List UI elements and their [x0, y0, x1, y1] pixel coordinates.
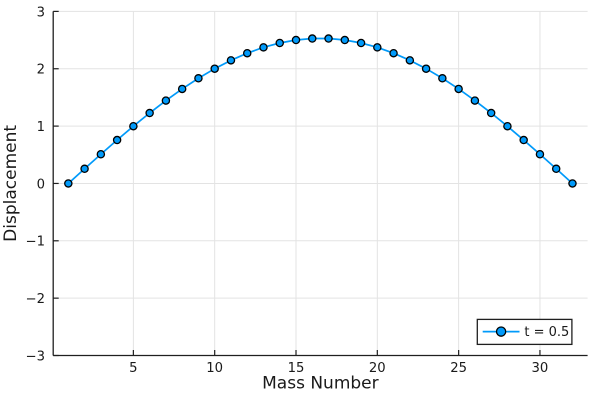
x-tick-label: 5 — [129, 361, 137, 376]
grid-layer — [53, 10, 588, 356]
data-point — [194, 74, 203, 83]
data-point — [210, 64, 219, 73]
data-point — [161, 96, 171, 105]
data-point — [405, 56, 415, 65]
axis-layer — [52, 10, 588, 357]
legend-series-label: t = 0.5 — [524, 325, 569, 340]
data-point — [568, 179, 577, 188]
x-tick-label: 25 — [450, 361, 467, 376]
y-tick-label: −2 — [26, 292, 45, 307]
data-point — [291, 35, 301, 45]
x-axis-title: Mass Number — [262, 374, 379, 394]
data-point — [324, 34, 333, 43]
y-axis-title: Displacement — [1, 125, 21, 242]
y-tick-label: 1 — [37, 120, 45, 135]
data-point — [308, 34, 317, 43]
x-tick-label: 15 — [288, 361, 305, 376]
data-point — [177, 84, 187, 94]
data-point — [242, 48, 252, 58]
data-point — [551, 164, 561, 174]
data-point — [96, 150, 106, 159]
data-point — [226, 56, 236, 65]
x-tick-label: 30 — [532, 361, 549, 376]
data-point — [470, 96, 480, 105]
y-tick-label: 3 — [37, 5, 45, 20]
data-point — [112, 135, 122, 145]
series-layer — [64, 34, 577, 188]
data-point — [129, 121, 138, 131]
legend-series-marker — [495, 326, 507, 337]
data-point — [356, 38, 366, 48]
y-tick-label: −3 — [26, 349, 45, 364]
data-point — [80, 164, 89, 174]
data-point — [145, 108, 154, 118]
data-point — [503, 121, 512, 131]
data-point — [421, 64, 431, 73]
legend: t = 0.5 — [476, 318, 573, 346]
data-point — [535, 150, 545, 159]
data-point — [389, 48, 398, 58]
data-point — [275, 38, 284, 48]
data-point — [438, 74, 447, 83]
data-point — [373, 43, 382, 52]
data-point — [454, 84, 463, 94]
y-tick-label: −1 — [26, 235, 45, 250]
data-point — [519, 135, 528, 145]
data-point — [486, 108, 496, 118]
data-point — [259, 43, 268, 52]
x-tick-label: 10 — [206, 361, 223, 376]
data-point — [64, 179, 73, 188]
x-tick-label: 20 — [369, 361, 386, 376]
tick-label-layer: 5 10 15 20 25 30 −3 −2 −1 0 1 2 3 — [26, 5, 549, 376]
y-tick-label: 2 — [37, 63, 45, 78]
data-point — [340, 35, 350, 45]
y-tick-label: 0 — [37, 177, 45, 192]
